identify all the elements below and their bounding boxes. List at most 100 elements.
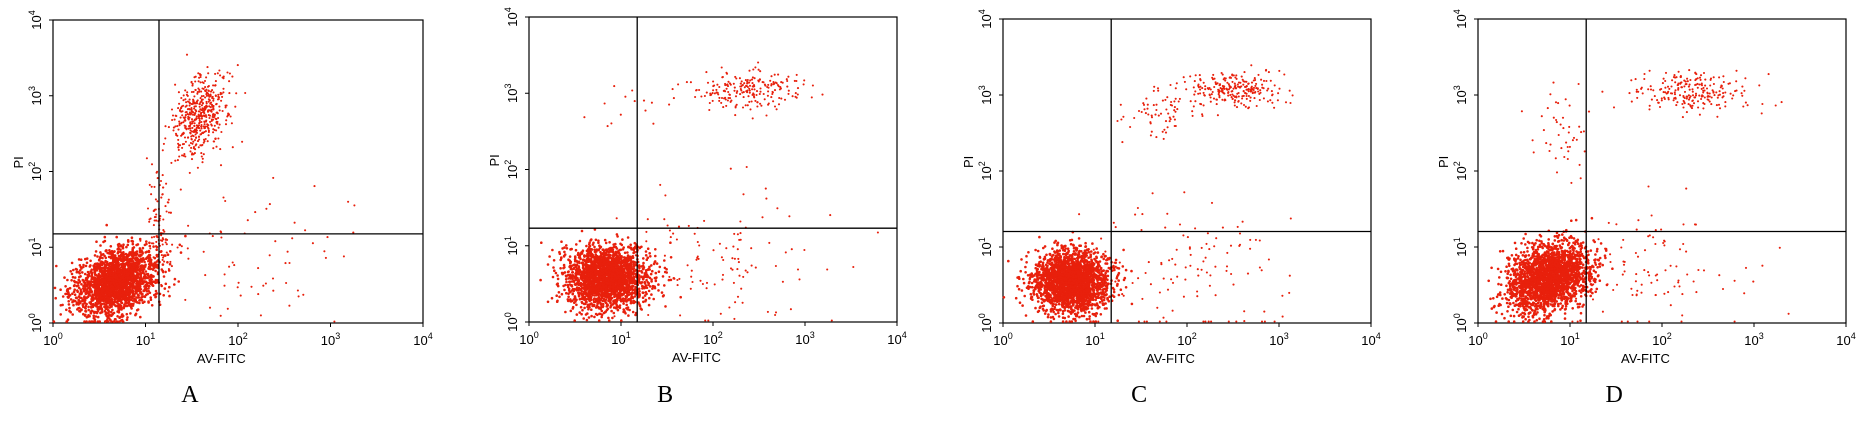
event-point: [323, 250, 326, 253]
event-point: [194, 80, 197, 83]
event-point: [90, 275, 93, 278]
event-point: [154, 289, 158, 293]
event-point: [127, 286, 130, 289]
event-point: [162, 271, 165, 274]
event-point: [147, 300, 150, 303]
event-point: [184, 116, 187, 119]
event-point: [217, 95, 220, 98]
event-point: [571, 271, 574, 274]
event-point: [606, 249, 609, 253]
event-point: [353, 204, 356, 207]
event-point: [180, 96, 183, 100]
event-point: [162, 142, 165, 145]
event-point: [86, 283, 89, 287]
event-point: [546, 300, 550, 304]
event-point: [304, 229, 307, 232]
event-point: [654, 279, 658, 283]
event-point: [146, 273, 150, 277]
event-point: [621, 238, 624, 241]
event-point: [66, 318, 70, 322]
event-point: [155, 213, 158, 216]
event-point: [168, 262, 172, 266]
event-point: [288, 304, 291, 307]
event-point: [108, 298, 112, 302]
event-point: [597, 319, 601, 322]
event-point: [613, 277, 616, 281]
event-point: [645, 292, 648, 296]
event-point: [166, 253, 170, 256]
event-point: [96, 305, 100, 309]
event-point: [103, 235, 107, 239]
event-point: [272, 289, 275, 292]
event-point: [128, 292, 131, 295]
event-point: [577, 265, 581, 268]
event-point: [607, 316, 610, 320]
event-point: [209, 93, 212, 96]
event-point: [70, 272, 74, 276]
event-point: [154, 281, 157, 285]
event-point: [215, 103, 218, 106]
event-point: [148, 241, 151, 245]
event-point: [107, 270, 111, 273]
event-point: [178, 155, 181, 158]
event-point: [148, 259, 151, 263]
event-point: [125, 318, 129, 322]
event-point: [554, 271, 558, 275]
event-point: [560, 256, 563, 259]
event-point: [190, 137, 193, 141]
event-point: [73, 293, 77, 297]
event-point: [631, 267, 635, 270]
event-point: [117, 247, 120, 250]
event-point: [214, 72, 217, 75]
event-point: [115, 320, 119, 323]
event-point: [131, 263, 135, 267]
event-point: [196, 166, 199, 169]
event-point: [196, 99, 199, 102]
event-point: [204, 89, 207, 92]
event-point: [219, 74, 222, 77]
event-point: [127, 297, 130, 300]
event-point: [77, 295, 81, 298]
event-point: [96, 278, 100, 282]
event-point: [171, 243, 174, 246]
event-point: [148, 244, 152, 248]
event-point: [288, 261, 291, 265]
event-point: [146, 276, 150, 280]
event-point: [213, 113, 216, 116]
event-point: [647, 283, 650, 287]
event-point: [112, 259, 116, 263]
event-point: [121, 263, 124, 267]
event-point: [200, 104, 203, 107]
event-point: [611, 316, 614, 320]
event-point: [231, 261, 234, 264]
event-point: [616, 235, 619, 238]
event-point: [136, 261, 139, 264]
event-point: [313, 185, 316, 188]
event-point: [135, 296, 138, 299]
event-point: [173, 283, 176, 286]
event-point: [201, 109, 204, 112]
event-point: [623, 251, 627, 255]
event-point: [585, 297, 588, 301]
event-point: [587, 316, 591, 319]
event-point: [59, 304, 63, 307]
event-point: [669, 255, 673, 259]
event-point: [95, 240, 98, 243]
event-point: [632, 246, 636, 250]
event-point: [213, 124, 216, 127]
event-point: [177, 138, 180, 141]
x-tick-label: 104: [413, 331, 432, 348]
event-point: [92, 264, 95, 268]
event-point: [96, 274, 99, 278]
event-point: [632, 251, 635, 255]
event-point: [154, 215, 157, 219]
event-point: [123, 298, 127, 302]
event-point: [115, 282, 119, 286]
event-point: [212, 91, 215, 94]
event-point: [569, 261, 572, 265]
event-point: [562, 263, 566, 267]
event-point: [195, 117, 198, 120]
event-point: [274, 240, 277, 243]
event-point: [589, 254, 592, 257]
event-point: [152, 256, 155, 259]
